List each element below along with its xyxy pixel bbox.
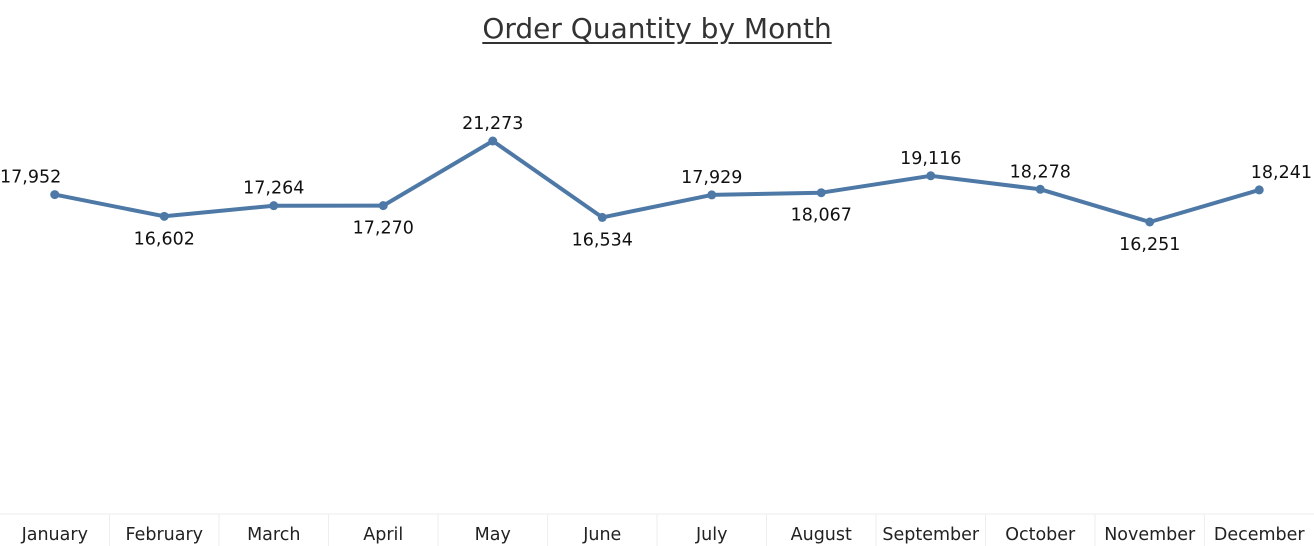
data-point[interactable] xyxy=(707,190,717,200)
data-label: 19,116 xyxy=(900,149,961,169)
data-label: 16,534 xyxy=(572,230,633,250)
x-tick-label: February xyxy=(125,525,203,545)
x-tick-label: June xyxy=(582,525,621,545)
data-point[interactable] xyxy=(1035,184,1045,194)
data-point[interactable] xyxy=(1254,185,1264,195)
data-point[interactable] xyxy=(269,201,279,211)
chart-title: Order Quantity by Month xyxy=(482,12,832,45)
x-tick-label: September xyxy=(882,525,980,545)
data-label: 18,067 xyxy=(791,206,852,226)
series-line xyxy=(52,139,1262,224)
x-tick-label: July xyxy=(695,525,727,545)
x-tick-label: November xyxy=(1104,525,1196,545)
data-label: 21,273 xyxy=(462,114,523,134)
data-point[interactable] xyxy=(816,188,826,198)
x-tick-label: October xyxy=(1005,525,1076,545)
series-layer xyxy=(52,139,1262,224)
data-labels-layer: 17,952 16,602 17,264 17,270 21,273 16,534 17,9… xyxy=(0,114,1312,255)
x-tick-label: March xyxy=(247,525,300,545)
data-label: 16,251 xyxy=(1119,235,1180,255)
data-label: 17,952 xyxy=(0,168,61,188)
data-label: 18,241 xyxy=(1251,163,1312,183)
x-tick-label: May xyxy=(475,525,511,545)
x-axis-ticks: January February March April May June July Augu… xyxy=(21,525,1306,545)
data-point[interactable] xyxy=(159,211,169,221)
column-dividers xyxy=(109,514,1205,546)
data-point[interactable] xyxy=(926,171,936,181)
data-label: 18,278 xyxy=(1010,162,1071,182)
data-point[interactable] xyxy=(378,201,388,211)
data-point[interactable] xyxy=(597,212,607,222)
data-label: 17,264 xyxy=(243,179,304,199)
points-layer xyxy=(50,136,1264,227)
x-tick-label: December xyxy=(1214,525,1306,545)
x-tick-label: August xyxy=(791,525,852,545)
data-point[interactable] xyxy=(488,136,498,146)
data-point[interactable] xyxy=(50,190,60,200)
x-tick-label: January xyxy=(21,525,88,545)
x-tick-label: April xyxy=(363,525,403,545)
data-label: 16,602 xyxy=(134,229,195,249)
data-point[interactable] xyxy=(1145,217,1155,227)
data-label: 17,270 xyxy=(353,219,414,239)
data-label: 17,929 xyxy=(681,168,742,188)
